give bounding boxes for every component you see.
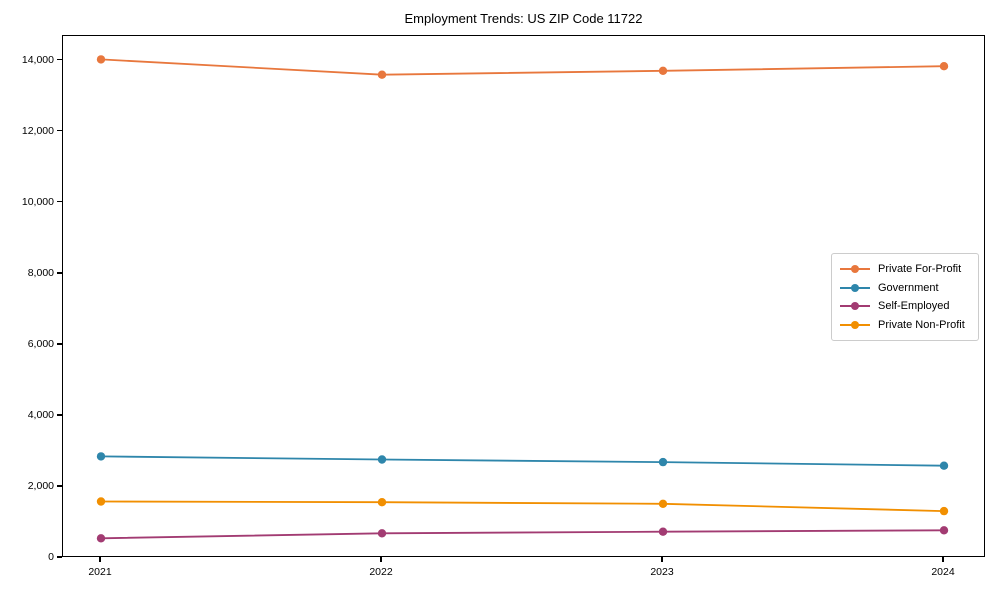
legend: Private For-Profit Government Self-Employe…: [831, 253, 979, 341]
x-axis-tick-label: 2024: [931, 566, 955, 578]
y-axis-tick-label: 12,000: [21, 124, 54, 137]
y-axis-tick-label: 10,000: [21, 195, 54, 208]
legend-label: Self-Employed: [878, 300, 950, 313]
legend-label: Private Non-Profit: [878, 318, 965, 331]
legend-item: Government: [840, 282, 970, 294]
plot-area: Private For-Profit Government Self-Employe…: [62, 35, 985, 557]
legend-item: Private For-Profit: [840, 263, 970, 275]
y-axis-tick-mark: [57, 414, 62, 416]
x-axis-tick-mark: [99, 557, 101, 562]
legend-marker-icon: [840, 283, 870, 292]
y-axis-tick-label: 4,000: [27, 408, 54, 421]
y-axis-tick-label: 2,000: [27, 479, 54, 492]
x-axis-tick-label: 2023: [650, 566, 674, 578]
x-axis-tick-mark: [380, 557, 382, 562]
y-axis-tick-mark: [57, 343, 62, 345]
y-axis-tick-label: 8,000: [27, 266, 54, 279]
y-axis-tick-label: 6,000: [27, 337, 54, 350]
legend-marker-icon: [840, 320, 870, 329]
x-axis-tick-label: 2022: [369, 566, 393, 578]
legend-marker-icon: [840, 302, 870, 311]
y-axis-tick-mark: [57, 556, 62, 558]
y-axis-tick-mark: [57, 272, 62, 274]
y-axis-tick-mark: [57, 201, 62, 203]
x-axis-tick-mark: [661, 557, 663, 562]
legend-label: Private For-Profit: [878, 263, 962, 276]
legend-marker-icon: [840, 265, 870, 274]
legend-item: Self-Employed: [840, 300, 970, 312]
legend-label: Government: [878, 281, 939, 294]
y-axis-tick-label: 14,000: [21, 53, 54, 66]
x-axis-tick-label: 2021: [88, 566, 112, 578]
y-axis-tick-mark: [57, 59, 62, 61]
series-lines-svg: [96, 55, 949, 543]
x-axis-tick-mark: [942, 557, 944, 562]
legend-item: Private Non-Profit: [840, 319, 970, 331]
y-axis-tick-mark: [57, 130, 62, 132]
y-axis-tick-mark: [57, 485, 62, 487]
chart-title: Employment Trends: US ZIP Code 11722: [404, 11, 643, 26]
y-axis-tick-label: 0: [48, 551, 54, 563]
